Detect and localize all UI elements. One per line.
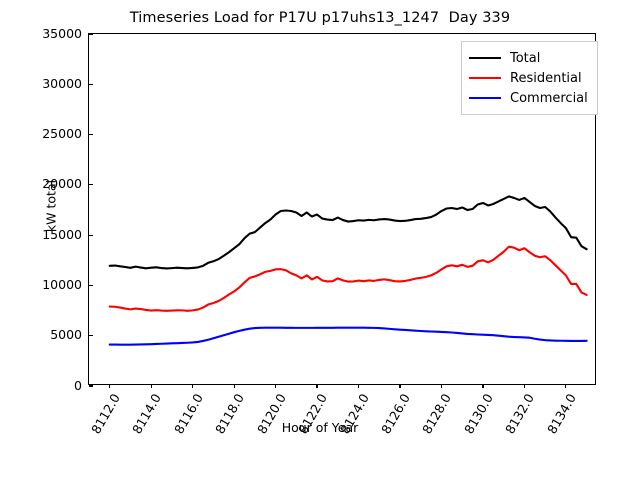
- plot-lines: [108, 195, 588, 346]
- legend-label: Total: [510, 50, 541, 66]
- y-tick-label: 5000: [50, 327, 82, 343]
- x-tick-mark: [523, 384, 526, 388]
- x-tick-mark: [316, 384, 318, 388]
- x-tick-mark: [275, 384, 277, 388]
- legend-item: Residential: [469, 68, 588, 88]
- x-tick-mark: [482, 384, 484, 388]
- y-tick-mark: [89, 83, 93, 85]
- x-tick-mark: [109, 384, 111, 388]
- y-tick-mark: [89, 284, 93, 287]
- y-tick-label: 15000: [42, 226, 82, 242]
- x-tick-mark: [357, 384, 360, 388]
- y-tick-mark: [89, 385, 93, 387]
- y-tick-label: 25000: [42, 126, 82, 142]
- x-tick-mark: [399, 384, 401, 388]
- y-tick-mark: [89, 335, 93, 337]
- chart-legend: Total Residential Commercial: [461, 41, 598, 115]
- x-axis-label: Hour of Year: [281, 420, 359, 435]
- y-tick-mark: [89, 184, 93, 186]
- series-line-total: [108, 195, 588, 270]
- y-tick-mark: [89, 133, 93, 136]
- x-tick-mark: [233, 384, 235, 388]
- legend-item: Total: [469, 48, 588, 68]
- series-line-commercial: [108, 326, 588, 346]
- y-tick-label: 20000: [42, 176, 82, 192]
- x-tick-mark: [565, 384, 567, 388]
- y-tick-label: 35000: [42, 25, 82, 41]
- legend-swatch-residential: [469, 77, 501, 79]
- legend-swatch-total: [469, 57, 501, 59]
- series-line-residential: [108, 245, 588, 312]
- legend-item: Commercial: [469, 88, 588, 108]
- y-tick-mark: [89, 33, 93, 35]
- x-tick-mark: [150, 384, 152, 388]
- y-tick-label: 30000: [42, 75, 82, 91]
- legend-label: Commercial: [510, 90, 588, 106]
- x-tick-mark: [192, 384, 194, 388]
- legend-swatch-commercial: [469, 97, 501, 99]
- y-tick-mark: [89, 234, 93, 236]
- chart-title: Timeseries Load for P17U p17uhs13_1247 D…: [129, 10, 511, 26]
- y-tick-label: 0: [74, 377, 82, 393]
- legend-label: Residential: [510, 70, 582, 86]
- y-tick-label: 10000: [42, 276, 82, 292]
- x-tick-mark: [440, 384, 443, 388]
